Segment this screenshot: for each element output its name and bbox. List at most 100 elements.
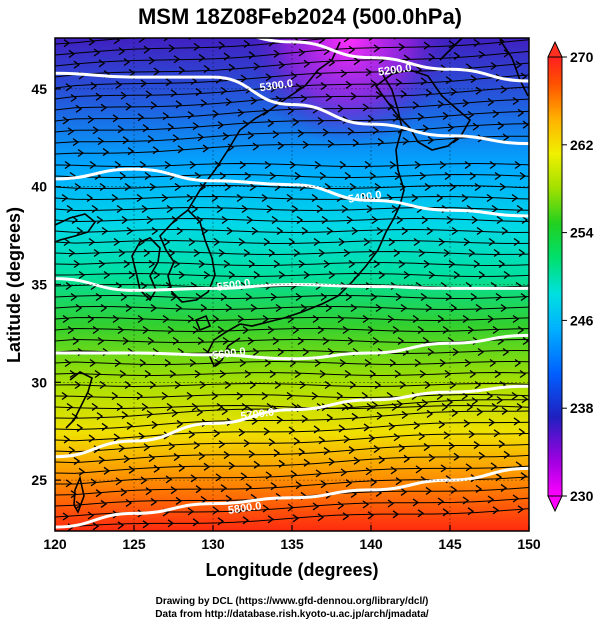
wind-arrow	[387, 314, 395, 324]
wind-arrow	[487, 98, 495, 107]
wind-arrow	[225, 303, 233, 313]
wind-arrow	[215, 473, 223, 482]
wind-arrow	[290, 71, 298, 81]
wind-arrow	[101, 422, 109, 431]
wind-arrow	[176, 226, 184, 236]
wind-arrow	[473, 441, 481, 450]
wind-arrow	[393, 248, 401, 258]
wind-arrow	[368, 434, 376, 443]
wind-arrow	[213, 237, 221, 247]
wind-arrow	[217, 517, 225, 526]
wind-arrow	[111, 391, 119, 401]
wind-arrow	[263, 427, 271, 436]
contour-label: 5200.0	[377, 62, 412, 79]
wind-arrow	[150, 101, 158, 110]
wind-arrow	[452, 347, 460, 357]
wind-arrow	[273, 449, 281, 458]
wind-arrow	[297, 129, 305, 138]
wind-arrow	[120, 91, 128, 100]
wind-arrow	[519, 171, 527, 181]
wind-arrow	[378, 455, 386, 464]
wind-arrow	[419, 38, 420, 39]
wind-arrow	[68, 446, 76, 455]
wind-arrow	[369, 369, 377, 379]
wind-arrow	[423, 259, 431, 269]
wind-arrow	[342, 512, 350, 521]
wind-arrow	[237, 314, 245, 324]
wind-arrow	[120, 292, 128, 302]
wind-arrow	[341, 204, 349, 214]
wind-arrow	[145, 90, 153, 99]
wind-arrow	[289, 358, 297, 368]
wind-arrow	[113, 433, 121, 442]
wind-arrow	[362, 500, 370, 509]
wind-arrow	[247, 336, 255, 346]
wind-arrow	[412, 498, 420, 507]
wind-arrow	[142, 325, 150, 335]
wind-arrow	[173, 55, 181, 64]
wind-arrow	[517, 108, 525, 117]
wind-arrow	[125, 303, 133, 313]
wind-arrow	[492, 506, 500, 515]
wind-arrow	[349, 182, 357, 192]
wind-arrow	[428, 453, 436, 462]
colorbar-bottom-triangle	[547, 495, 563, 513]
wind-arrow	[272, 130, 280, 139]
wind-arrow	[353, 57, 361, 66]
y-tick-label: 25	[31, 472, 47, 488]
wind-arrow	[251, 226, 259, 236]
wind-arrow	[77, 148, 85, 158]
streamline	[55, 123, 529, 144]
wind-arrow	[87, 314, 95, 324]
wind-arrow	[499, 182, 507, 192]
wind-arrow	[70, 93, 78, 103]
wind-arrow	[100, 499, 108, 508]
wind-arrow	[222, 336, 230, 346]
wind-arrow	[326, 413, 334, 422]
wind-arrow	[136, 391, 144, 401]
wind-arrow	[253, 270, 261, 280]
wind-arrow	[488, 237, 496, 247]
wind-arrow	[347, 336, 355, 346]
wind-arrow	[267, 119, 275, 128]
wind-arrow	[72, 336, 80, 346]
grid-lines	[55, 38, 529, 531]
wind-arrow	[295, 292, 303, 302]
wind-arrow	[264, 358, 272, 368]
colorbar-tick-label: 262	[570, 137, 594, 153]
colorbar: 270 262 254 246 238 230	[547, 40, 594, 513]
wind-arrow	[478, 270, 486, 280]
wind-arrow	[339, 160, 347, 170]
wind-arrow	[311, 391, 319, 401]
wind-arrow	[270, 292, 278, 302]
wind-arrow	[469, 369, 477, 379]
wind-arrow	[178, 66, 186, 75]
wind-arrow	[366, 402, 374, 412]
wind-arrow	[248, 51, 256, 60]
wind-arrow	[420, 292, 428, 302]
wind-arrow	[337, 104, 345, 113]
wind-arrow	[521, 215, 529, 225]
wind-arrow	[312, 502, 320, 511]
wind-arrow	[441, 402, 449, 412]
wind-arrow	[327, 347, 335, 357]
wind-arrow	[66, 402, 74, 412]
wind-arrow	[143, 443, 151, 452]
wind-arrow	[61, 391, 69, 401]
wind-arrow	[151, 420, 159, 429]
colorbar-tick-label: 238	[570, 400, 594, 416]
wind-arrow	[90, 81, 98, 90]
wind-arrow	[78, 270, 86, 280]
wind-arrow	[446, 398, 454, 407]
wind-arrow	[150, 303, 158, 313]
wind-arrow	[111, 193, 119, 203]
wind-arrow	[140, 476, 148, 485]
wind-arrow	[277, 347, 285, 357]
wind-arrow	[320, 292, 328, 302]
wind-arrow	[327, 139, 335, 148]
wind-arrow	[419, 171, 427, 181]
wind-arrow	[516, 402, 524, 412]
wind-streamlines	[55, 38, 529, 531]
wind-arrow	[413, 237, 421, 247]
wind-arrow	[228, 461, 236, 470]
